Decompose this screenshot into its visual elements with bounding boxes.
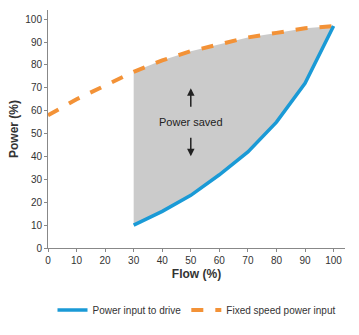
svg-text:50: 50: [31, 128, 43, 139]
svg-text:80: 80: [31, 59, 43, 70]
svg-text:10: 10: [71, 255, 83, 266]
svg-text:0: 0: [45, 255, 51, 266]
svg-text:Power (%): Power (%): [7, 100, 21, 158]
svg-text:Flow (%): Flow (%): [172, 267, 221, 281]
svg-text:30: 30: [31, 174, 43, 185]
svg-text:10: 10: [31, 220, 43, 231]
svg-text:70: 70: [31, 82, 43, 93]
svg-text:60: 60: [214, 255, 226, 266]
svg-text:90: 90: [31, 37, 43, 48]
svg-text:100: 100: [25, 14, 42, 25]
svg-text:90: 90: [299, 255, 311, 266]
svg-text:40: 40: [31, 151, 43, 162]
svg-text:80: 80: [271, 255, 283, 266]
svg-text:Power saved: Power saved: [159, 116, 223, 128]
svg-text:Power input to drive: Power input to drive: [93, 305, 182, 316]
svg-text:0: 0: [36, 243, 42, 254]
svg-text:20: 20: [31, 197, 43, 208]
svg-text:100: 100: [325, 255, 342, 266]
svg-text:70: 70: [242, 255, 254, 266]
svg-text:20: 20: [100, 255, 112, 266]
svg-text:40: 40: [157, 255, 169, 266]
svg-text:60: 60: [31, 105, 43, 116]
svg-text:50: 50: [185, 255, 197, 266]
svg-text:30: 30: [128, 255, 140, 266]
svg-text:Fixed speed power input: Fixed speed power input: [226, 305, 335, 316]
